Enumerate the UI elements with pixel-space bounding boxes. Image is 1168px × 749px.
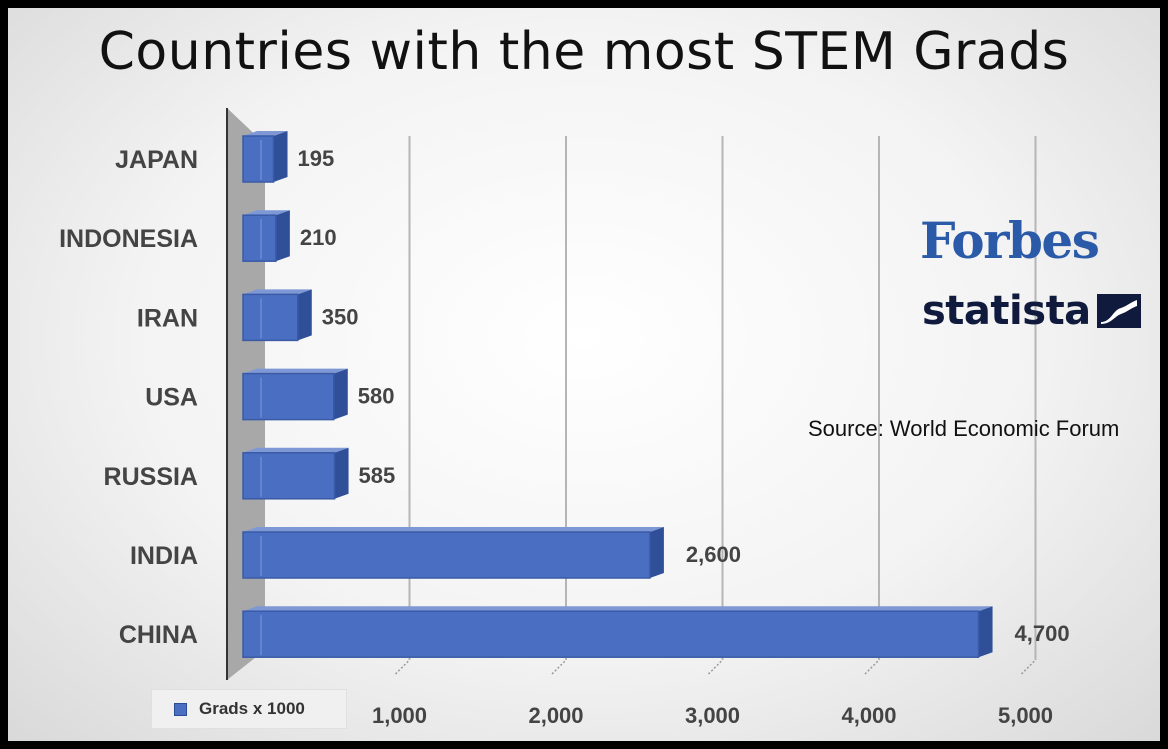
x-tick-label: 5,000	[998, 703, 1053, 728]
gridline-floor	[1020, 659, 1037, 675]
bar-top-face	[243, 447, 349, 453]
bar	[242, 610, 980, 658]
legend-label: Grads x 1000	[199, 699, 305, 718]
category-label: RUSSIA	[104, 463, 198, 491]
bar-side-face	[297, 289, 312, 341]
category-label: IRAN	[137, 304, 198, 332]
statista-logo: statista	[922, 288, 1091, 334]
category-label: INDIA	[130, 542, 198, 570]
bar-side-face	[275, 210, 290, 262]
bar	[242, 531, 651, 579]
bar-chart-plot: 1,000 2,000 3,000 4,000 5,000 JAPAN 195 INDONES…	[59, 108, 1070, 728]
category-label: INDONESIA	[59, 225, 198, 253]
gridline-floor	[864, 659, 880, 675]
bar-top-face	[243, 131, 288, 136]
value-label: 580	[358, 384, 395, 409]
statista-logo-icon	[1096, 294, 1141, 328]
bar	[242, 372, 335, 421]
value-label: 210	[300, 225, 337, 250]
bar-side-face	[273, 131, 288, 182]
statista-brand: statista	[922, 288, 1141, 334]
bar-top-face	[243, 527, 664, 532]
bar-side-face	[334, 447, 349, 499]
x-tick-label: 3,000	[685, 703, 740, 728]
category-label: JAPAN	[115, 146, 198, 174]
category-label: CHINA	[119, 621, 198, 649]
bar-top-face	[243, 368, 348, 374]
chart-title: Countries with the most STEM Grads	[98, 22, 1070, 82]
category-label: USA	[145, 384, 198, 412]
x-tick-label: 1,000	[372, 703, 427, 728]
chart-canvas: Countries with the most STEM Grads 1,000…	[8, 8, 1160, 741]
bar	[242, 293, 299, 342]
forbes-logo: Forbes	[920, 211, 1100, 270]
gridline-floor	[394, 659, 411, 675]
bar	[242, 214, 277, 262]
value-label: 195	[298, 146, 335, 171]
x-tick-label: 2,000	[528, 703, 583, 728]
bar-top-face	[243, 606, 993, 612]
value-label: 2,600	[686, 542, 741, 567]
value-label: 585	[359, 463, 396, 488]
value-label: 350	[322, 304, 359, 329]
bar-side-face	[978, 606, 993, 658]
gridline-floor	[551, 659, 567, 675]
bar-top-face	[243, 289, 312, 295]
bar-side-face	[649, 527, 664, 578]
bar	[242, 452, 336, 500]
bar-side-face	[333, 368, 348, 420]
value-label: 4,700	[1015, 621, 1070, 646]
legend-swatch	[174, 702, 187, 716]
bar-top-face	[243, 210, 290, 216]
bar	[242, 135, 275, 183]
source-note: Source: World Economic Forum	[808, 416, 1120, 441]
x-tick-label: 4,000	[841, 703, 896, 728]
legend: Grads x 1000	[151, 689, 347, 729]
gridline-floor	[707, 659, 724, 675]
